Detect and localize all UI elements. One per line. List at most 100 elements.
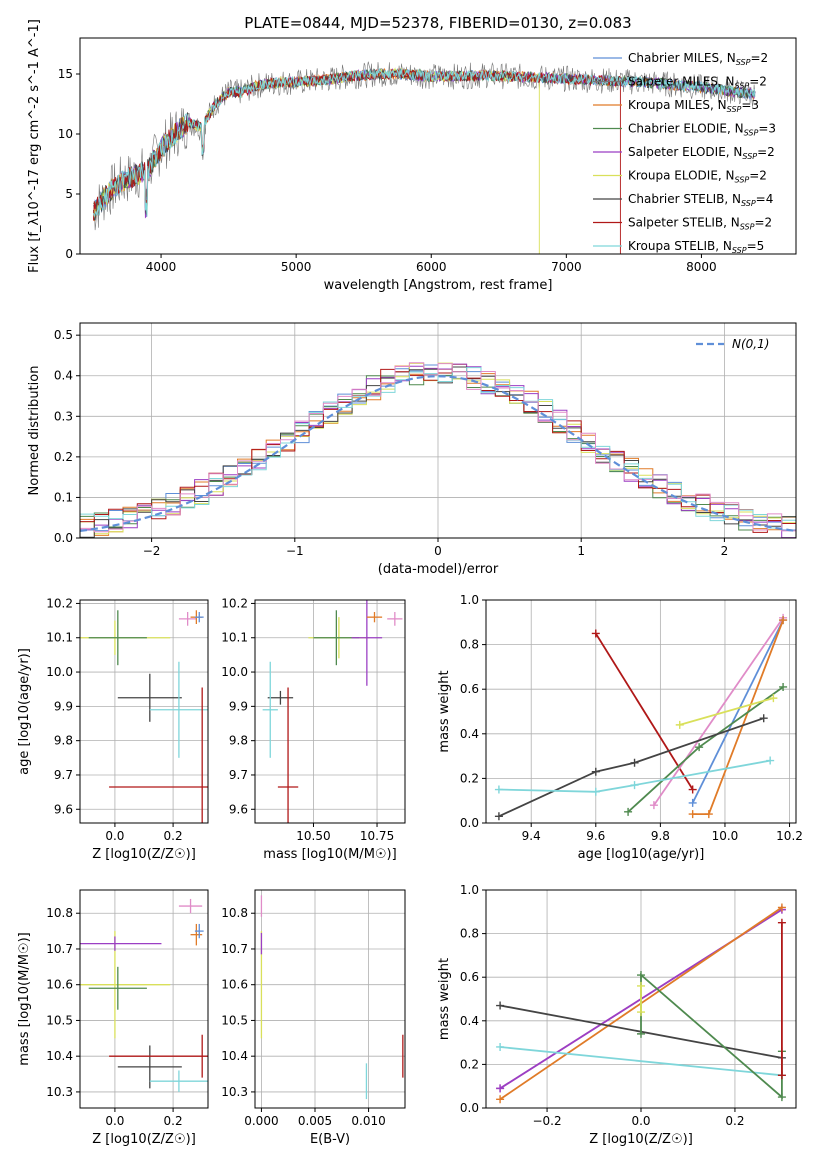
- mass-weight-marker: [779, 616, 788, 625]
- mass-weight-marker: [777, 903, 786, 912]
- mass-weight-marker: [591, 629, 600, 638]
- mass-weight-line: [595, 633, 694, 790]
- mass-weight-marker: [496, 1042, 505, 1051]
- x-axis-label: wavelength [Angstrom, rest frame]: [324, 278, 553, 293]
- x-tick-label: 2: [721, 544, 729, 558]
- y-tick-label: 10.4: [46, 1049, 73, 1063]
- residual-histogram-panel: N(0,1) −2 −1 0 1 2 0.0 0.1 0.2 0.3 0.4 0.5 (data-mod…: [27, 322, 797, 577]
- y-tick-label: 10: [58, 127, 73, 141]
- legend-label: Kroupa STELIB, NSSP=5: [628, 239, 764, 255]
- mass-weight-marker: [494, 812, 503, 821]
- legend-subscript: SSP: [735, 176, 750, 185]
- y-tick-label: 0.2: [460, 1057, 479, 1071]
- x-axis-label: mass [log10(M/M☉)]: [263, 847, 396, 862]
- legend-text: Salpeter STELIB, N: [628, 216, 740, 230]
- x-axis-label: Z [log10(Z/Z☉)]: [92, 847, 196, 862]
- spectrum-series-line: [93, 68, 621, 254]
- mass-weight-marker: [695, 743, 704, 752]
- x-tick-label: −2: [143, 544, 161, 558]
- mass-weight-marker: [637, 981, 645, 990]
- mass-weight-line: [653, 617, 784, 806]
- y-tick-label: 9.7: [229, 768, 248, 782]
- axes-frame: [485, 599, 797, 824]
- legend-subscript: SSP: [727, 105, 742, 114]
- age-vs-mass-panel: 10.50 10.75 9.6 9.7 9.8 9.9 10.0 10.1 10.2 mass […: [221, 596, 406, 862]
- x-tick-label: 9.4: [522, 829, 541, 843]
- y-tick-label: 0: [65, 247, 73, 261]
- y-tick-label: 10.0: [46, 665, 73, 679]
- legend-text: =5: [747, 239, 765, 253]
- y-tick-label: 0.0: [460, 1101, 479, 1115]
- x-tick-label: 10.50: [296, 829, 330, 843]
- y-tick-label: 9.8: [54, 734, 73, 748]
- mass-weight-marker: [591, 787, 600, 796]
- mass-weight-line: [498, 759, 771, 793]
- x-axis-label: (data-model)/error: [378, 562, 499, 577]
- mass-weight-marker: [637, 971, 645, 980]
- legend-text: Chabrier STELIB, N: [628, 192, 741, 206]
- y-tick-label: 9.9: [54, 699, 73, 713]
- x-axis-label: Z [log10(Z/Z☉)]: [589, 1132, 693, 1147]
- figure-title: PLATE=0844, MJD=52378, FIBERID=0130, z=0…: [244, 14, 631, 32]
- plot-area: [80, 898, 208, 1092]
- plot-area: [496, 903, 786, 1104]
- x-tick-label: 0.2: [164, 1114, 183, 1128]
- axes-frame: [79, 599, 209, 824]
- y-tick-label: 0.2: [54, 450, 73, 464]
- y-tick-label: 9.7: [54, 768, 73, 782]
- y-tick-label: 10.1: [46, 631, 73, 645]
- mass-weight-line: [691, 619, 784, 804]
- y-tick-label: 10.1: [221, 631, 248, 645]
- mass-weight-marker: [688, 785, 697, 794]
- y-tick-label: 10.5: [221, 1013, 248, 1027]
- legend-text: =2: [749, 75, 767, 89]
- mass-weight-marker: [630, 758, 639, 767]
- legend-text: Chabrier MILES, N: [628, 51, 736, 65]
- mass-weight-line: [498, 717, 764, 818]
- x-tick-label: 0.005: [298, 1114, 332, 1128]
- y-tick-label: 10.6: [221, 978, 248, 992]
- legend-label: Salpeter STELIB, NSSP=2: [628, 216, 772, 232]
- mass-weight-marker: [494, 785, 503, 794]
- y-axis-label: mass [log10(M/M☉)]: [17, 932, 32, 1065]
- x-tick-label: 4000: [146, 260, 177, 274]
- y-tick-label: 9.9: [229, 699, 248, 713]
- legend-text: =3: [741, 98, 759, 112]
- mass-weight-marker: [637, 1029, 645, 1038]
- x-tick-label: 0.010: [351, 1114, 385, 1128]
- y-tick-label: 10.5: [46, 1013, 73, 1027]
- y-axis-label: age [log10(age/yr)]: [17, 648, 32, 775]
- y-tick-label: 0.4: [460, 727, 479, 741]
- mass-weight-marker: [637, 1008, 645, 1017]
- y-tick-label: 10.8: [46, 906, 73, 920]
- legend-text: =2: [757, 145, 775, 159]
- legend-text: =2: [754, 216, 772, 230]
- x-tick-label: 0.2: [164, 829, 183, 843]
- legend-label: Kroupa MILES, NSSP=3: [628, 98, 759, 114]
- legend-text: Kroupa STELIB, N: [628, 239, 732, 253]
- gaussian-curve: [80, 375, 796, 532]
- x-tick-label: 9.8: [651, 829, 670, 843]
- legend-label: Chabrier MILES, NSSP=2: [628, 51, 768, 67]
- x-tick-label: 1: [577, 544, 585, 558]
- legend-label: Salpeter ELODIE, NSSP=2: [628, 145, 775, 161]
- y-tick-label: 0.6: [460, 682, 479, 696]
- legend-label: Chabrier ELODIE, NSSP=3: [628, 122, 776, 138]
- spectrum-series-line: [93, 67, 540, 254]
- x-tick-label: 10.2: [776, 829, 803, 843]
- y-tick-label: 0.0: [54, 531, 73, 545]
- axes-frame: [79, 889, 209, 1109]
- mass-weight-marker: [759, 714, 768, 723]
- mass-weight-marker: [766, 756, 775, 765]
- y-tick-label: 0.1: [54, 490, 73, 504]
- y-tick-label: 10.2: [221, 596, 248, 610]
- legend-text: Chabrier ELODIE, N: [628, 122, 744, 136]
- plot-area: [80, 362, 796, 538]
- mass-vs-z-panel: 0.0 0.2 10.3 10.4 10.5 10.6 10.7 10.8 Z [log10(Z…: [17, 889, 209, 1147]
- legend-text: Kroupa ELODIE, N: [628, 169, 735, 183]
- y-tick-label: 10.3: [46, 1085, 73, 1099]
- mass-weight-marker: [496, 1095, 505, 1104]
